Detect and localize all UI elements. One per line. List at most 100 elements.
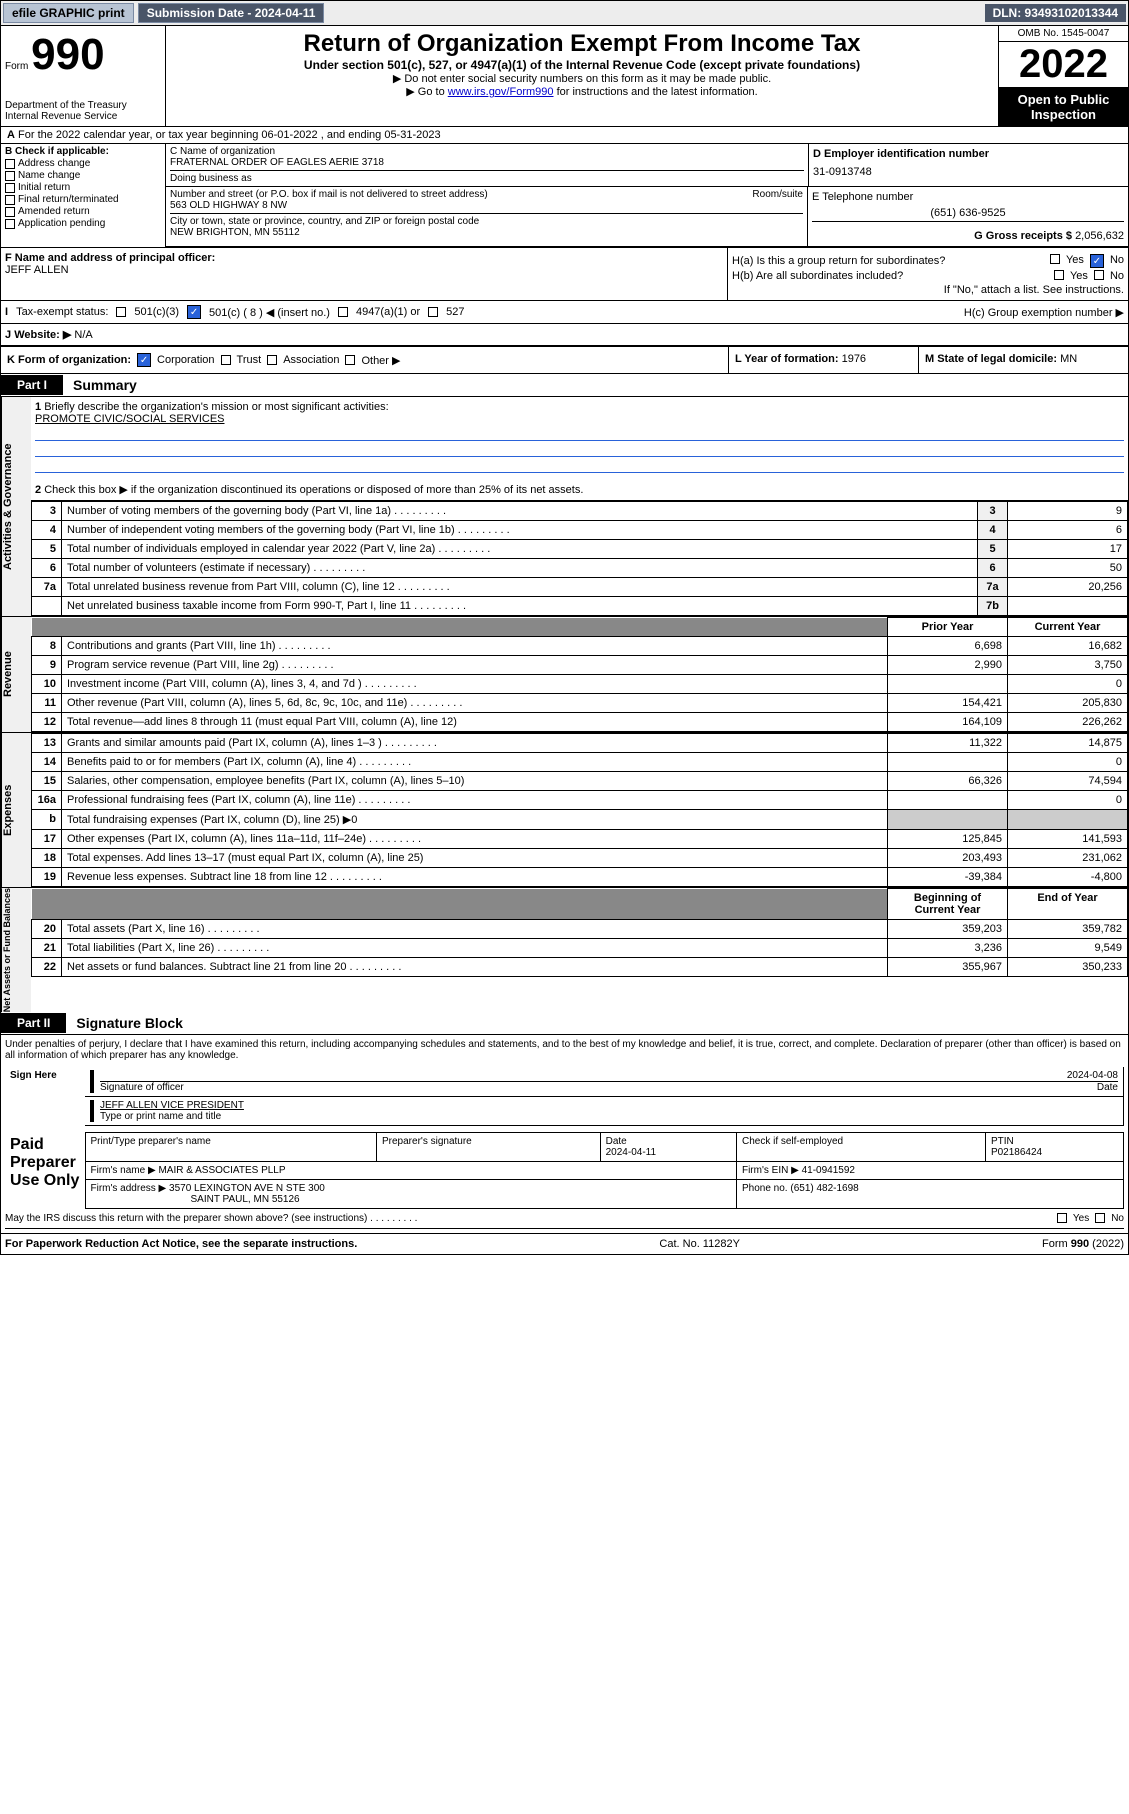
l8-current: 16,682: [1008, 637, 1128, 656]
ptin-value: P02186424: [991, 1147, 1042, 1158]
vtab-expenses: Expenses: [1, 733, 31, 887]
l17-current: 141,593: [1008, 830, 1128, 849]
chk-address-change[interactable]: [5, 159, 15, 169]
room-label: Room/suite: [752, 189, 803, 200]
hc-label: H(c) Group exemption number ▶: [964, 306, 1124, 319]
current-year-hdr: Current Year: [1008, 618, 1128, 637]
row-a-period: A For the 2022 calendar year, or tax yea…: [1, 127, 1128, 144]
hb-note: If "No," attach a list. See instructions…: [732, 284, 1124, 296]
firm-phone-value: (651) 482-1698: [790, 1183, 858, 1194]
submission-button[interactable]: Submission Date - 2024-04-11: [138, 3, 325, 23]
l8-prior: 6,698: [888, 637, 1008, 656]
discontinued-q: Check this box ▶ if the organization dis…: [44, 484, 583, 496]
form-main: Form 990 Department of the Treasury Inte…: [0, 26, 1129, 1255]
ha-no[interactable]: ✓: [1090, 254, 1104, 268]
chk-association[interactable]: [267, 355, 277, 365]
chk-4947[interactable]: [338, 307, 348, 317]
l21-eoy: 9,549: [1008, 939, 1128, 958]
city-value: NEW BRIGHTON, MN 55112: [170, 227, 803, 238]
boy-hdr: Beginning of Current Year: [888, 889, 1008, 920]
dept-label: Department of the Treasury: [5, 100, 161, 111]
vtab-governance: Activities & Governance: [1, 397, 31, 616]
chk-501c[interactable]: ✓: [187, 305, 201, 319]
line5-value: 17: [1008, 540, 1128, 559]
form-title: Return of Organization Exempt From Incom…: [170, 30, 994, 58]
hb-no[interactable]: [1094, 270, 1104, 280]
gross-receipts-label: G Gross receipts $: [974, 230, 1072, 242]
name-title-label: Type or print name and title: [100, 1111, 1118, 1122]
prep-date-label: Date: [606, 1136, 627, 1147]
irs-label: Internal Revenue Service: [5, 111, 161, 122]
part1-header: Part I: [1, 375, 63, 395]
l17-prior: 125,845: [888, 830, 1008, 849]
form-org-label: K Form of organization:: [7, 354, 131, 366]
irs-link[interactable]: www.irs.gov/Form990: [448, 86, 554, 98]
prep-name-label: Print/Type preparer's name: [85, 1133, 377, 1162]
chk-final-return[interactable]: [5, 195, 15, 205]
l18-prior: 203,493: [888, 849, 1008, 868]
chk-other[interactable]: [345, 355, 355, 365]
line7a-value: 20,256: [1008, 578, 1128, 597]
tax-year: 2022: [999, 42, 1128, 88]
l14-prior: [888, 753, 1008, 772]
prep-date-value: 2024-04-11: [606, 1147, 656, 1158]
sig-date-label: Date: [1097, 1082, 1118, 1093]
part2-title: Signature Block: [66, 1012, 193, 1034]
city-label: City or town, state or province, country…: [170, 216, 803, 227]
firm-ein-value: 41-0941592: [802, 1165, 855, 1176]
discuss-yes[interactable]: [1057, 1213, 1067, 1223]
chk-amended[interactable]: [5, 207, 15, 217]
mission-q: Briefly describe the organization's miss…: [44, 401, 388, 413]
l19-prior: -39,384: [888, 868, 1008, 887]
org-name: FRATERNAL ORDER OF EAGLES AERIE 3718: [170, 157, 804, 168]
form-subtitle: Under section 501(c), 527, or 4947(a)(1)…: [170, 58, 994, 72]
chk-name-change[interactable]: [5, 171, 15, 181]
firm-addr-value: 3570 LEXINGTON AVE N STE 300: [169, 1183, 325, 1194]
chk-app-pending[interactable]: [5, 219, 15, 229]
chk-initial-return[interactable]: [5, 183, 15, 193]
tax-status-label: Tax-exempt status:: [16, 306, 108, 318]
l11-current: 205,830: [1008, 694, 1128, 713]
hb-label: H(b) Are all subordinates included?: [732, 270, 903, 282]
l13-prior: 11,322: [888, 734, 1008, 753]
l16a-current: 0: [1008, 791, 1128, 810]
l14-current: 0: [1008, 753, 1128, 772]
l20-boy: 359,203: [888, 920, 1008, 939]
firm-addr-label: Firm's address ▶: [91, 1183, 167, 1194]
part1-title: Summary: [63, 374, 147, 396]
chk-trust[interactable]: [221, 355, 231, 365]
efile-button[interactable]: efile GRAPHIC print: [3, 3, 134, 23]
form-number: 990: [31, 30, 104, 79]
officer-signed-name: JEFF ALLEN VICE PRESIDENT: [100, 1100, 1118, 1111]
firm-city-value: SAINT PAUL, MN 55126: [191, 1194, 300, 1205]
firm-phone-label: Phone no.: [742, 1183, 788, 1194]
firm-name-value: MAIR & ASSOCIATES PLLP: [158, 1165, 285, 1176]
l9-prior: 2,990: [888, 656, 1008, 675]
l15-prior: 66,326: [888, 772, 1008, 791]
gross-receipts-value: 2,056,632: [1075, 230, 1124, 242]
hb-yes[interactable]: [1054, 270, 1064, 280]
chk-501c3[interactable]: [116, 307, 126, 317]
prep-sig-label: Preparer's signature: [377, 1133, 601, 1162]
firm-name-label: Firm's name ▶: [91, 1165, 156, 1176]
ptin-label: PTIN: [991, 1136, 1014, 1147]
discuss-label: May the IRS discuss this return with the…: [5, 1213, 417, 1224]
l20-eoy: 359,782: [1008, 920, 1128, 939]
chk-corporation[interactable]: ✓: [137, 353, 151, 367]
note-link: ▶ Go to www.irs.gov/Form990 for instruct…: [170, 85, 994, 98]
l15-current: 74,594: [1008, 772, 1128, 791]
domicile-value: MN: [1060, 353, 1077, 365]
name-label: C Name of organization: [170, 146, 804, 157]
chk-527[interactable]: [428, 307, 438, 317]
discuss-no[interactable]: [1095, 1213, 1105, 1223]
ha-yes[interactable]: [1050, 254, 1060, 264]
year-formation-value: 1976: [842, 353, 866, 365]
phone-value: (651) 636-9525: [812, 207, 1124, 219]
form-word: Form: [5, 61, 28, 72]
l21-boy: 3,236: [888, 939, 1008, 958]
officer-label: F Name and address of principal officer:: [5, 252, 723, 264]
l12-prior: 164,109: [888, 713, 1008, 732]
dba-label: Doing business as: [170, 173, 804, 184]
vtab-revenue: Revenue: [1, 617, 31, 732]
street-address: 563 OLD HIGHWAY 8 NW: [170, 200, 803, 211]
